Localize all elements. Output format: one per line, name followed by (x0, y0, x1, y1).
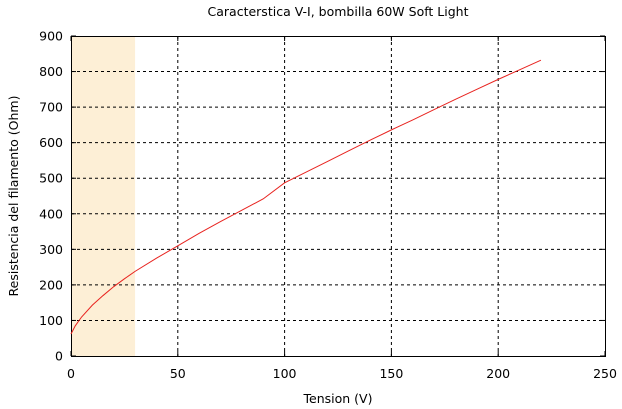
x-tick-label: 150 (379, 366, 403, 381)
x-tick-label: 100 (273, 366, 297, 381)
y-tick-label: 700 (39, 100, 63, 115)
y-tick-label: 800 (39, 64, 63, 79)
plot-area: 0 50 100 150 200 250 0 100 200 300 400 500 600 700 800… (39, 29, 617, 382)
y-tick-label: 100 (39, 313, 63, 328)
y-tick-label: 600 (39, 135, 63, 150)
series-line (70, 59, 542, 335)
y-tick-label: 200 (39, 277, 63, 292)
highlight-band (71, 36, 136, 356)
x-tick-label: 200 (486, 366, 510, 381)
y-tick-label: 500 (39, 171, 63, 186)
x-axis-label: Tension (V) (303, 391, 373, 406)
x-tick-label: 0 (67, 366, 75, 381)
x-tick-label: 50 (170, 366, 186, 381)
y-tick-label: 300 (39, 242, 63, 257)
y-axis-label: Resistencia del filamento (Ohm) (6, 96, 21, 297)
chart-title: Caracterstica V-I, bombilla 60W Soft Lig… (208, 4, 469, 19)
y-tick-label: 0 (55, 349, 63, 364)
y-tick-label: 400 (39, 206, 63, 221)
x-tick-label: 250 (593, 366, 617, 381)
y-tick-label: 900 (39, 29, 63, 44)
plot-frame (71, 36, 606, 357)
